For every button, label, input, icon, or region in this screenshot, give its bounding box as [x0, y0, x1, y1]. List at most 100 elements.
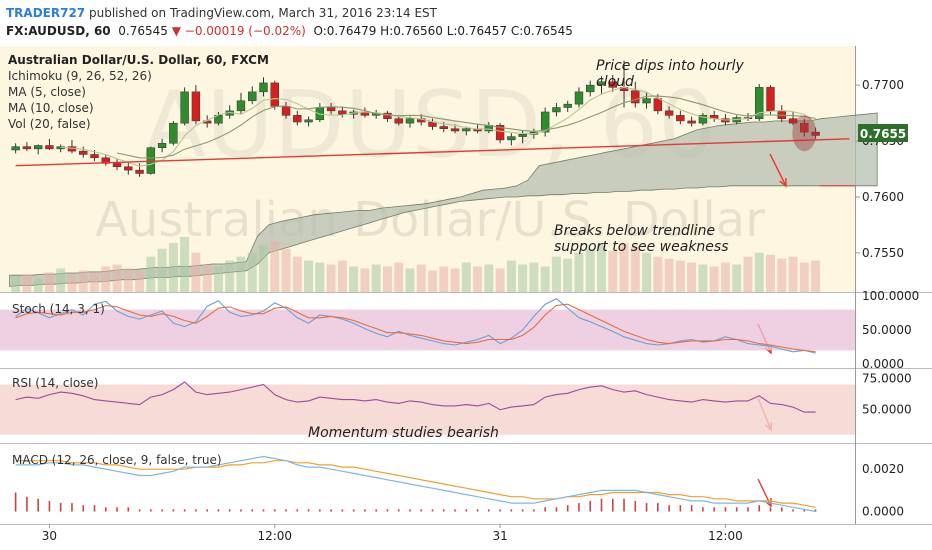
- candle-body: [450, 128, 460, 132]
- time-tick-label: 30: [42, 529, 57, 543]
- candle-body: [642, 98, 651, 104]
- candle-body: [326, 107, 336, 112]
- volume-bar: [799, 262, 809, 292]
- legend-title: Australian Dollar/U.S. Dollar, 60, FXCM: [8, 53, 269, 67]
- candle-body: [124, 166, 133, 171]
- candle-body: [270, 82, 279, 107]
- volume-bar: [191, 252, 201, 292]
- stoch-label[interactable]: Stoch (14, 3, 1): [12, 302, 105, 316]
- time-tick-label: 12:00: [708, 529, 743, 543]
- ohlc-values: O:0.76479 H:0.76560 L:0.76457 C:0.76545: [313, 24, 573, 38]
- volume-bar: [315, 262, 325, 292]
- volume-bar: [89, 272, 100, 292]
- publish-line: TRADER727 published on TradingView.com, …: [6, 6, 437, 20]
- symbol-label[interactable]: FX:AUDUSD, 60: [6, 24, 111, 38]
- volume-bar: [11, 276, 21, 292]
- rsi-label[interactable]: RSI (14, close): [12, 376, 98, 390]
- volume-bar: [439, 266, 449, 292]
- time-tick-label: 12:00: [257, 529, 292, 543]
- volume-bar: [450, 268, 460, 292]
- legend-ma10[interactable]: MA (10, close): [8, 101, 94, 115]
- legend-ichimoku[interactable]: Ichimoku (9, 26, 52, 26): [8, 69, 152, 83]
- candle-body: [236, 100, 246, 112]
- candle-body: [788, 118, 798, 124]
- volume-bar: [394, 262, 404, 292]
- volume-bar: [213, 266, 223, 292]
- volume-bar: [698, 264, 708, 292]
- ichimoku-cloud-area: [9, 112, 878, 287]
- candle-body: [462, 128, 471, 132]
- indicators: [0, 298, 855, 513]
- chart-canvas[interactable]: AUDUSD, 60 Australian Dollar/U.S. Dollar…: [0, 46, 932, 550]
- author-link[interactable]: TRADER727: [6, 6, 86, 20]
- macd-line: [15, 455, 816, 513]
- candle-body: [281, 106, 291, 116]
- candle-body: [157, 143, 167, 149]
- last-price: 0.76545: [118, 24, 168, 38]
- time-tick-label: 31: [492, 529, 507, 543]
- legend-ma5[interactable]: MA (5, close): [8, 85, 86, 99]
- candle-body: [394, 118, 403, 124]
- volume-bars: [11, 237, 821, 292]
- candle-body: [653, 98, 663, 112]
- breakdown-highlight: [792, 115, 817, 152]
- volume-bar: [146, 256, 156, 292]
- volume-bar: [777, 258, 787, 292]
- candle-body: [664, 110, 674, 116]
- volume-bar: [630, 246, 640, 292]
- candle-body: [405, 118, 415, 124]
- volume-bar: [596, 244, 607, 292]
- candle-body: [248, 91, 257, 102]
- volume-bar: [337, 260, 347, 292]
- volume-bar: [518, 264, 528, 292]
- rsi-line: [15, 381, 816, 413]
- volume-bar: [123, 268, 133, 292]
- candle-body: [766, 87, 775, 112]
- volume-bar: [427, 270, 438, 292]
- candle-body: [304, 119, 313, 123]
- legend-vol[interactable]: Vol (20, false): [8, 117, 91, 131]
- candle-body: [259, 82, 268, 93]
- volume-bar: [765, 254, 776, 292]
- volume-bar: [304, 260, 314, 292]
- volume-bar: [67, 274, 77, 292]
- candle-body: [755, 87, 764, 119]
- volume-bar: [664, 258, 674, 292]
- macd-label[interactable]: MACD (12, 26, close, 9, false, true): [12, 453, 222, 467]
- volume-bar: [326, 264, 336, 292]
- candle-body: [552, 107, 561, 113]
- volume-bar: [574, 252, 584, 292]
- volume-bar: [540, 266, 550, 292]
- volume-bar: [619, 242, 629, 292]
- candle-body: [563, 103, 572, 108]
- volume-bar: [585, 248, 595, 292]
- ma5-line: [60, 86, 816, 167]
- volume-bar: [22, 274, 32, 292]
- volume-bar: [371, 264, 381, 292]
- candle-body: [11, 146, 20, 151]
- candle-body: [439, 126, 448, 129]
- volume-bar: [236, 256, 246, 292]
- volume-bar: [732, 264, 742, 292]
- axes: 0.77000.76500.76000.7550100.000050.00000…: [0, 78, 932, 550]
- volume-bar: [258, 244, 269, 292]
- volume-bar: [202, 264, 212, 292]
- price-down-arrow-head: [779, 177, 787, 188]
- stoch-d-line: [15, 303, 816, 353]
- volume-bar: [709, 266, 719, 292]
- last-price-tag: 0.7655: [858, 124, 908, 142]
- volume-bar: [292, 256, 302, 292]
- volume-bar: [743, 256, 753, 292]
- trend-note-line1: Breaks below trendline: [554, 223, 715, 239]
- candle-body: [22, 146, 32, 150]
- volume-bar: [349, 266, 359, 292]
- volume-bar: [405, 268, 415, 292]
- volume-bar: [225, 260, 235, 292]
- chart-header: TRADER727 published on TradingView.com, …: [0, 0, 932, 46]
- trend-note-line2: support to see weakness: [554, 239, 729, 255]
- candle-body: [45, 145, 54, 150]
- candle-body: [191, 91, 201, 122]
- candle-body: [676, 115, 685, 122]
- volume-bar: [563, 258, 573, 292]
- volume-bar: [168, 242, 178, 292]
